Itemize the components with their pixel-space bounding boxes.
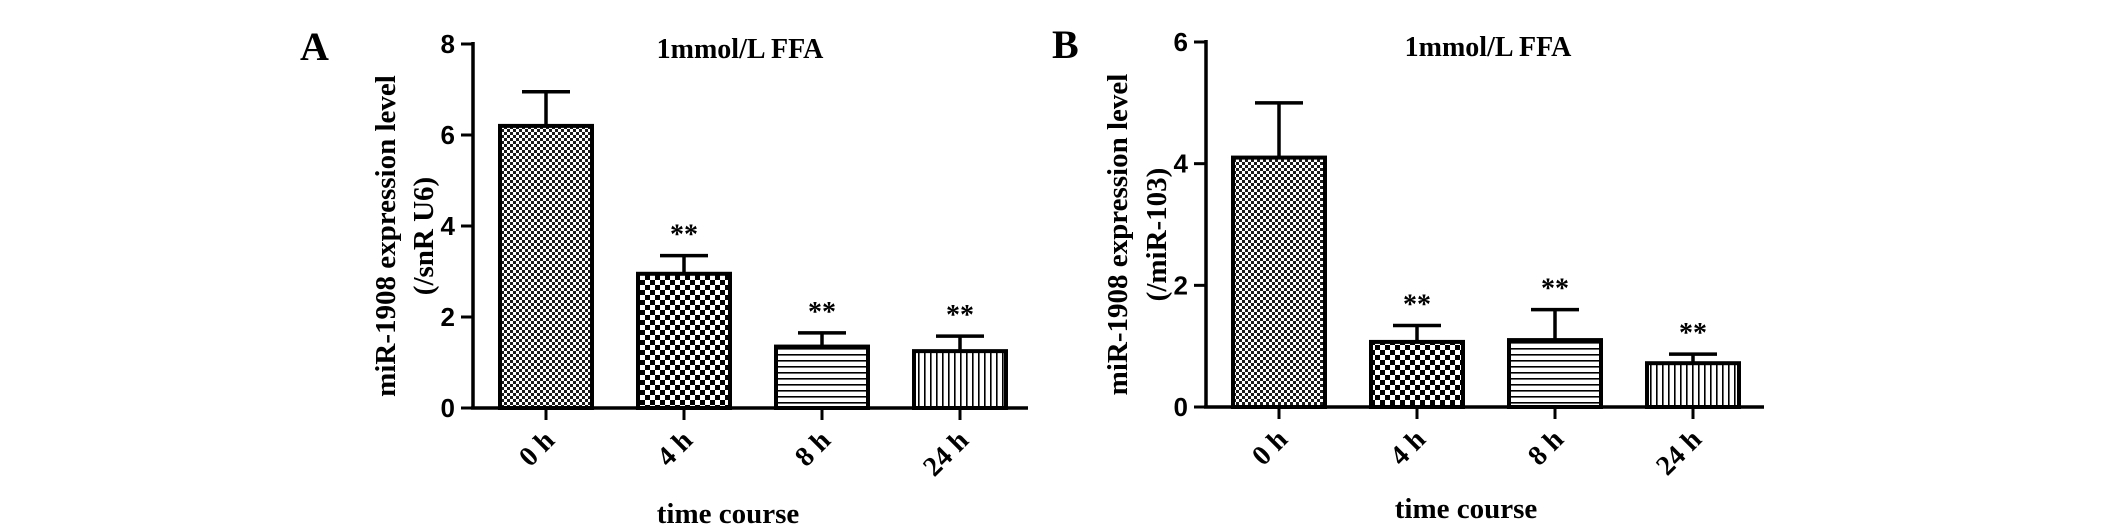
y-axis-label: miR-1908 expression level xyxy=(1102,74,1134,396)
significance-marker: ** xyxy=(1403,289,1431,320)
y-tick-label: 2 xyxy=(1174,270,1188,300)
x-tick-label: 4 h xyxy=(651,425,699,473)
bar-8h xyxy=(774,344,870,411)
x-tick-label: 24 h xyxy=(1650,424,1708,482)
y-tick-label: 8 xyxy=(441,29,455,59)
bar-4h xyxy=(636,271,732,410)
y-axis-label-sub: (/miR-103) xyxy=(1141,168,1173,302)
bar-0h xyxy=(498,123,594,411)
panel-letter: A xyxy=(300,24,329,69)
y-tick-label: 6 xyxy=(441,120,455,150)
significance-marker: ** xyxy=(946,300,974,331)
y-tick-label: 2 xyxy=(441,302,455,332)
y-tick-label: 6 xyxy=(1174,27,1188,57)
x-tick-label: 0 h xyxy=(513,425,561,473)
chart-panel-a: A 1mmol/L FFA 0 2 4 6 8 miR-1908 expression lev… xyxy=(300,24,1028,530)
y-tick-label: 0 xyxy=(1174,392,1188,422)
x-tick-label: 4 h xyxy=(1384,424,1432,472)
y-tick-label: 4 xyxy=(441,211,456,241)
x-axis-label: time course xyxy=(1395,493,1538,525)
panel-letter: B xyxy=(1052,22,1079,67)
y-tick-label: 0 xyxy=(441,393,455,423)
bar-0h xyxy=(1231,155,1327,409)
x-tick-label: 8 h xyxy=(789,425,837,473)
bar-24h xyxy=(1645,361,1741,410)
significance-marker: ** xyxy=(1679,318,1707,349)
significance-marker: ** xyxy=(808,297,836,328)
y-axis-label: miR-1908 expression level xyxy=(370,75,402,397)
x-axis-label: time course xyxy=(657,498,800,530)
y-tick-label: 4 xyxy=(1174,149,1189,179)
y-axis-label-sub: (/snR U6) xyxy=(408,177,440,295)
x-tick-label: 24 h xyxy=(917,425,975,483)
chart-title: 1mmol/L FFA xyxy=(1405,32,1572,63)
chart-title: 1mmol/L FFA xyxy=(657,34,824,65)
bar-8h xyxy=(1507,338,1603,410)
x-tick-label: 0 h xyxy=(1246,424,1294,472)
significance-marker: ** xyxy=(1541,274,1569,305)
x-tick-label: 8 h xyxy=(1522,424,1570,472)
chart-panel-b: B 1mmol/L FFA 0 2 4 6 miR-1908 expression leve… xyxy=(1052,22,1764,525)
significance-marker: ** xyxy=(670,220,698,251)
bar-4h xyxy=(1369,339,1465,409)
bar-24h xyxy=(912,349,1008,410)
